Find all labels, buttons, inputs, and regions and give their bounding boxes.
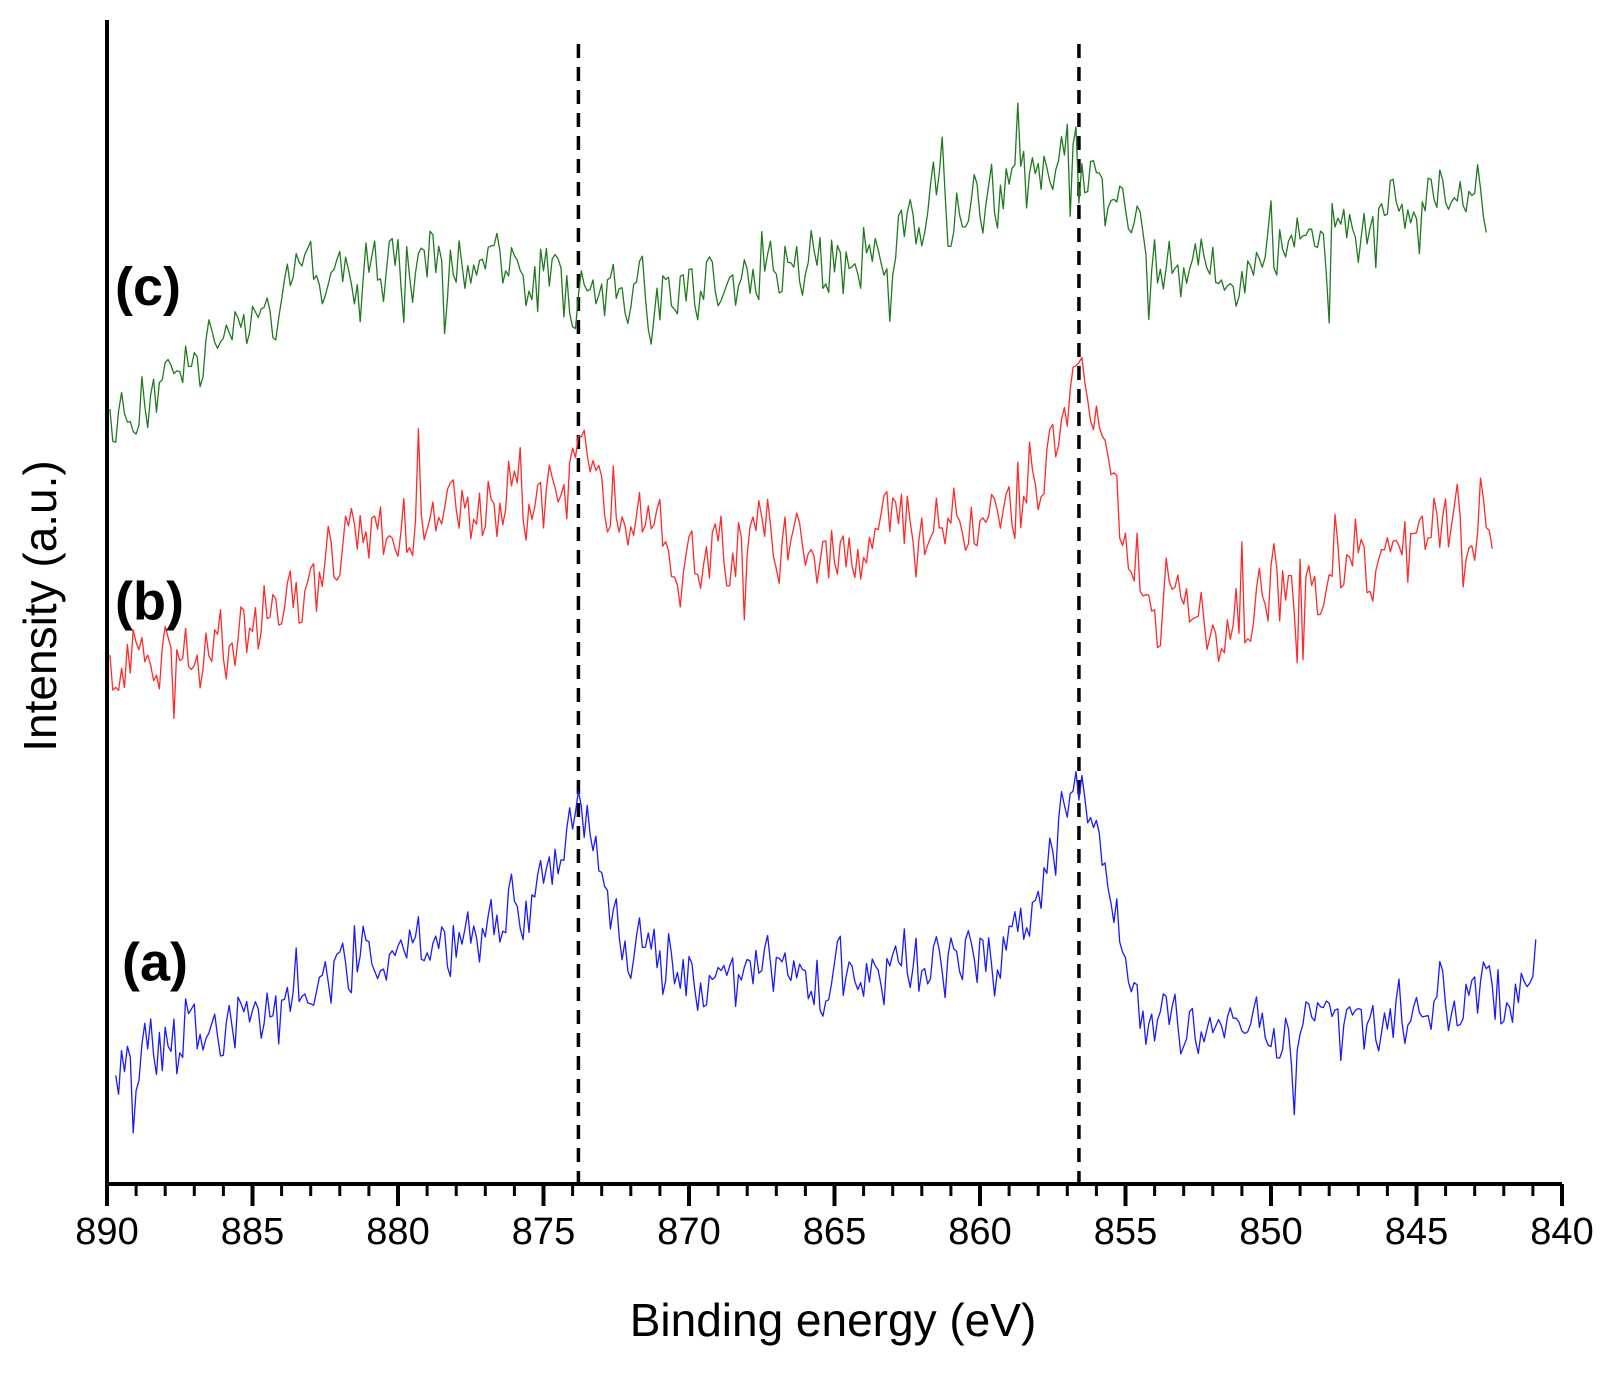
series-line-c: [109, 102, 1487, 444]
x-tick-label: 880: [366, 1211, 429, 1253]
series-label-a: (a): [122, 932, 188, 992]
series-layer: [109, 102, 1537, 1134]
series-label-b: (b): [115, 571, 184, 631]
x-tick-label: 885: [221, 1211, 284, 1253]
x-tick-label: 875: [512, 1211, 575, 1253]
x-tick-label: 860: [948, 1211, 1011, 1253]
x-tick-label: 865: [803, 1211, 866, 1253]
y-axis-title: Intensity (a.u.): [14, 460, 66, 751]
x-tick-label: 870: [657, 1211, 720, 1253]
x-tick-label: 845: [1385, 1211, 1448, 1253]
x-tick-label: 840: [1530, 1211, 1593, 1253]
series-labels: (a) (b) (c): [115, 257, 188, 992]
x-axis-ticks: [105, 1184, 1564, 1206]
x-axis-tick-labels: 890 885 880 875 870 865 860 855 850 845 840: [75, 1211, 1593, 1253]
series-line-a: [115, 771, 1537, 1134]
x-tick-label: 855: [1094, 1211, 1157, 1253]
x-tick-label: 890: [75, 1211, 138, 1253]
series-label-c: (c): [115, 257, 181, 317]
reference-lines: [576, 44, 1081, 1184]
series-line-b: [109, 356, 1493, 719]
x-axis-title: Binding energy (eV): [630, 1294, 1037, 1346]
x-tick-label: 850: [1239, 1211, 1302, 1253]
